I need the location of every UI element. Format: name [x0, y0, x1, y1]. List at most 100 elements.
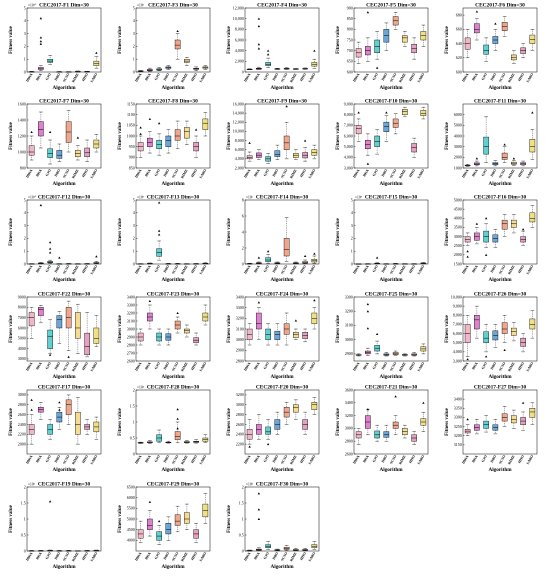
x-category-label: BKA [253, 168, 261, 177]
x-category-label: IBKA [352, 72, 360, 82]
y-tick-label: 3500 [454, 225, 462, 230]
x-category-label: GJO [45, 361, 52, 370]
y-tick-label: 3 [24, 31, 26, 36]
outlier-marker [484, 217, 488, 220]
x-category-label: SCSO [171, 264, 179, 274]
x-category-label: SABO [90, 72, 99, 83]
y-tick-label: 640 [456, 41, 462, 46]
x-axis-label: Algorithm [488, 85, 512, 91]
x-category-label: BKA [362, 361, 370, 370]
box-gjo [265, 426, 271, 435]
y-tick-label: 3300 [345, 294, 353, 299]
box-rime [293, 332, 299, 338]
y-tick-label: 4 [133, 210, 135, 215]
y-tick-label: 5000 [127, 516, 135, 521]
chart-panel: CEC2017-F11 Dim=30 1000 2000 3000 4000 5000 60… [445, 98, 538, 187]
x-category-label: GJO [45, 264, 52, 273]
chart-panel: CEC2017-F15 Dim=30×10⁸ 0 1 2 3 4 5 Fitness valu… [336, 194, 429, 283]
x-category-label: GJO [154, 264, 161, 273]
y-tick-label: 2400 [236, 432, 244, 437]
box-rime [293, 404, 299, 413]
outlier-marker [157, 201, 161, 204]
outlier-marker [521, 401, 525, 404]
y-tick-label: 3000 [454, 144, 462, 149]
box-rime [184, 328, 190, 334]
y-tick-label: 2000 [454, 155, 462, 160]
x-category-label: SABO [308, 454, 317, 465]
x-category-label: SCSO [171, 361, 179, 371]
x-category-label: RIME [71, 454, 80, 465]
chart-title: CEC2017-F5 Dim=30 [366, 2, 416, 8]
y-tick-label: 1 [133, 57, 135, 62]
x-category-label: HHO [190, 454, 198, 464]
outlier-marker [266, 250, 270, 253]
y-tick-label: 4,000 [235, 48, 244, 54]
y-tick-label: 12,000 [233, 5, 244, 11]
y-tick-label: 3100 [127, 318, 135, 323]
chart-panel: CEC2017-F3 Dim=30×10⁵ 0 1 2 3 4 5 Fitness value… [118, 2, 211, 91]
outlier-marker [503, 348, 506, 352]
y-tick-label: 2800 [236, 358, 244, 363]
outlier-marker [176, 29, 179, 33]
x-category-label: RIME [180, 72, 189, 83]
y-axis-label: Fitness value [9, 121, 14, 149]
y-tick-label: 600 [456, 69, 462, 74]
x-category-label: BKA [35, 551, 43, 560]
outlier-marker [494, 22, 497, 25]
y-tick-label: 3400 [345, 400, 353, 405]
chart-panel: CEC2017-F16 Dim=30 1500 2000 2500 3000 3500 40… [445, 194, 538, 283]
x-category-label: HHO [408, 264, 416, 274]
y-axis-label: Fitness value [9, 504, 14, 532]
outlier-marker [422, 401, 425, 404]
y-tick-label: 0 [133, 69, 135, 74]
outlier-marker [266, 443, 270, 446]
chart-title: CEC2017-F29 Dim=30 [147, 481, 200, 487]
box-gjo [483, 331, 489, 343]
outlier-marker [48, 251, 52, 254]
x-category-label: HHO [408, 361, 416, 371]
outlier-marker [303, 254, 307, 257]
outlier-marker [466, 250, 469, 253]
box-ibka [355, 125, 362, 135]
x-axis-label: Algorithm [161, 374, 185, 380]
y-tick-label: 2600 [18, 412, 26, 417]
outlier-marker [157, 520, 161, 523]
y-tick-label: 0 [24, 69, 26, 74]
box-scso [283, 238, 290, 257]
x-category-label: SCSO [62, 361, 70, 371]
outlier-marker [157, 122, 161, 125]
y-axis-label: Fitness value [227, 407, 232, 435]
box-sabo [529, 408, 536, 418]
x-category-label: DBO [163, 361, 171, 370]
chart-panel: CEC2017-F5 Dim=30 600 650 700 750 800 850 900 Fi… [336, 2, 429, 91]
x-category-label: RIME [71, 168, 80, 179]
box-gjo [47, 148, 53, 158]
chart-title: CEC2017-F14 Dim=30 [256, 194, 309, 200]
x-category-label: IBKA [25, 551, 33, 561]
y-tick-label: 3000 [236, 337, 244, 342]
y-tick-label: 3400 [236, 294, 244, 299]
y-tick-label: 3000 [454, 234, 462, 239]
y-tick-label: 600 [347, 69, 353, 74]
plot-frame [244, 486, 320, 552]
y-tick-label: 4 [24, 18, 26, 23]
x-category-label: SABO [308, 551, 317, 562]
y-tick-label: 2,000 [235, 165, 244, 171]
y-tick-label: 3400 [127, 294, 135, 299]
y-tick-label: 3 [24, 223, 26, 228]
y-tick-label: 3000 [345, 337, 353, 342]
y-tick-label: 8000 [18, 305, 26, 310]
outlier-marker [366, 408, 370, 411]
y-tick-label: 3200 [236, 392, 244, 397]
y-tick-label: 3250 [454, 424, 462, 429]
x-category-label: DBO [490, 454, 498, 463]
x-category-label: GJO [45, 551, 52, 560]
x-category-label: RIME [289, 264, 298, 275]
y-tick-label: 2900 [345, 351, 353, 356]
x-category-label: GJO [372, 264, 379, 273]
x-category-label: DBO [490, 264, 498, 273]
x-category-label: HHO [81, 361, 89, 371]
x-category-label: BKA [35, 168, 43, 177]
x-category-label: BKA [471, 454, 479, 463]
